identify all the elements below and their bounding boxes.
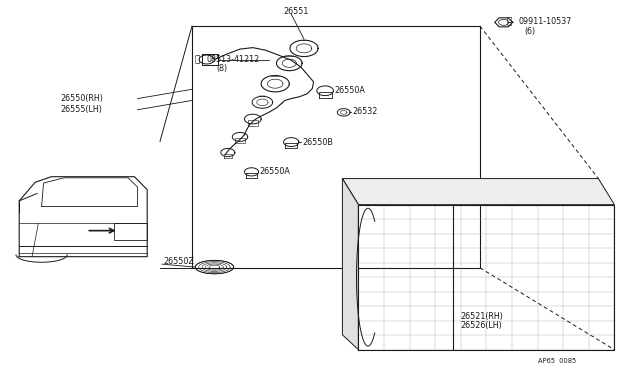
Text: 26551: 26551: [284, 7, 309, 16]
Polygon shape: [342, 179, 614, 205]
Text: Ⓢ: Ⓢ: [195, 55, 200, 64]
Text: 09911-10537: 09911-10537: [518, 17, 572, 26]
Text: 26550(RH): 26550(RH): [61, 94, 104, 103]
Bar: [114, 223, 147, 240]
Text: AP65  0085: AP65 0085: [538, 358, 576, 364]
Text: 08513-41212: 08513-41212: [206, 55, 259, 64]
Text: 26550A: 26550A: [260, 167, 291, 176]
Text: (8): (8): [216, 64, 227, 73]
Bar: [192, 26, 480, 268]
Text: 26550A: 26550A: [334, 86, 365, 94]
Text: ⓝ: ⓝ: [507, 17, 512, 26]
Text: 26550Z: 26550Z: [163, 257, 194, 266]
Text: 26526(LH): 26526(LH): [461, 321, 502, 330]
Text: 26550B: 26550B: [302, 138, 333, 147]
Text: 26555(LH): 26555(LH): [61, 105, 102, 114]
Text: 26532: 26532: [352, 108, 378, 116]
Text: 26521(RH): 26521(RH): [461, 312, 504, 321]
Text: (6): (6): [525, 27, 536, 36]
Polygon shape: [342, 179, 358, 350]
